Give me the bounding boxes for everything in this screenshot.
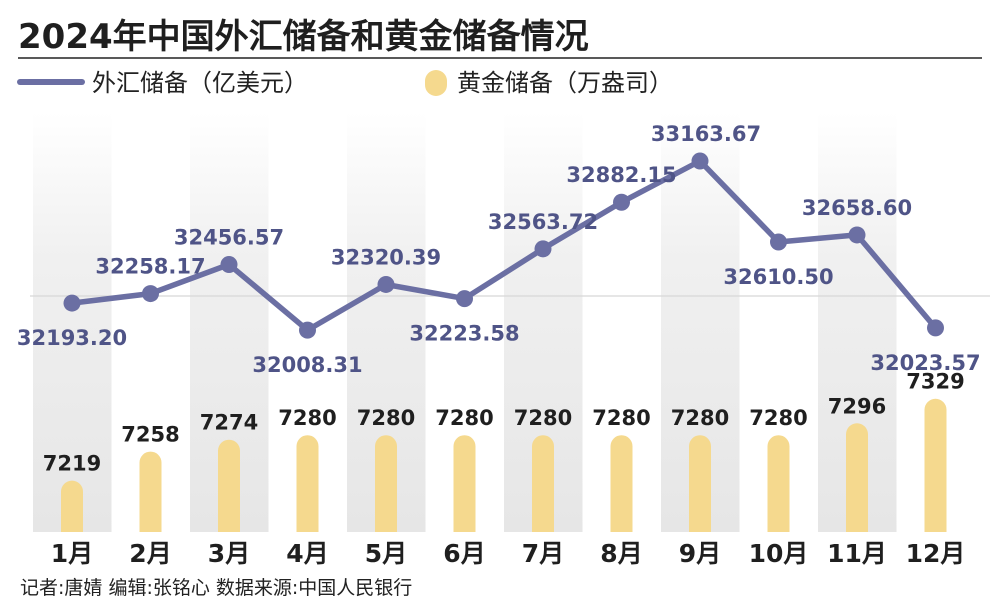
fx-value-label: 33163.67 bbox=[651, 122, 761, 146]
fx-point bbox=[456, 290, 473, 308]
fx-labels: 32193.20 32258.17 32456.57 32008.31 32320.39… bbox=[17, 122, 981, 377]
gold-value-label: 7280 bbox=[357, 406, 415, 430]
gold-bar bbox=[610, 435, 633, 532]
gold-bar bbox=[689, 435, 711, 532]
fx-value-label: 32008.31 bbox=[252, 353, 362, 377]
footer-credits: 记者:唐婧 编辑:张铭心 数据来源:中国人民银行 bbox=[20, 577, 412, 599]
gold-bar bbox=[61, 480, 83, 532]
gold-bar bbox=[139, 451, 162, 532]
gold-bar bbox=[375, 435, 397, 532]
fx-point bbox=[142, 285, 159, 303]
gold-value-label: 7280 bbox=[749, 406, 807, 430]
fx-point bbox=[377, 275, 395, 293]
month-tick-label: 11月 bbox=[827, 539, 887, 568]
fx-point bbox=[770, 233, 787, 251]
fx-series-line bbox=[69, 158, 939, 333]
chart-title: 2024年中国外汇储备和黄金储备情况 bbox=[18, 17, 589, 57]
gold-bars bbox=[61, 398, 947, 532]
gold-bar bbox=[296, 435, 319, 532]
gold-value-label: 7280 bbox=[435, 406, 493, 430]
fx-point bbox=[63, 294, 81, 312]
fx-value-label: 32610.50 bbox=[723, 265, 833, 289]
fx-point bbox=[691, 152, 709, 170]
gold-value-label: 7296 bbox=[828, 394, 886, 418]
month-tick-label: 9月 bbox=[679, 539, 721, 568]
gold-value-label: 7219 bbox=[43, 452, 101, 476]
gold-value-label: 7329 bbox=[906, 370, 964, 394]
gold-value-label: 7280 bbox=[592, 406, 650, 430]
gold-value-label: 7274 bbox=[200, 411, 258, 435]
gold-bar bbox=[767, 435, 790, 532]
fx-point bbox=[299, 321, 316, 339]
gold-labels: 7219 7258 7274 7280 7280 7280 7280 7280 7280 7280… bbox=[43, 370, 965, 476]
fx-point bbox=[220, 256, 238, 274]
fx-point bbox=[613, 193, 630, 211]
month-tick-label: 8月 bbox=[600, 539, 642, 568]
gold-bar bbox=[453, 435, 476, 532]
fx-point bbox=[848, 226, 866, 244]
fx-value-label: 32882.15 bbox=[566, 163, 676, 187]
fx-line bbox=[63, 152, 944, 339]
fx-value-label: 32223.58 bbox=[409, 322, 519, 346]
fx-value-label: 32456.57 bbox=[174, 226, 284, 250]
fx-value-label: 32023.57 bbox=[870, 351, 980, 375]
legend-bar-swatch bbox=[425, 70, 447, 96]
gold-bar bbox=[532, 435, 554, 532]
fx-value-label: 32193.20 bbox=[17, 326, 127, 350]
column-stripe bbox=[33, 112, 112, 532]
fx-value-label: 32258.17 bbox=[95, 255, 205, 279]
gold-value-label: 7280 bbox=[278, 406, 336, 430]
gold-value-label: 7280 bbox=[671, 406, 729, 430]
gold-bar bbox=[218, 439, 240, 532]
gold-bar bbox=[846, 423, 868, 532]
month-tick-label: 3月 bbox=[208, 539, 250, 568]
fx-point bbox=[927, 319, 944, 337]
fx-value-label: 32320.39 bbox=[331, 245, 441, 269]
month-tick-label: 12月 bbox=[906, 539, 966, 568]
month-tick-label: 1月 bbox=[51, 539, 93, 568]
month-tick-label: 5月 bbox=[365, 539, 407, 568]
legend-label-fx: 外汇储备（亿美元） bbox=[92, 69, 308, 97]
month-tick-label: 2月 bbox=[129, 539, 171, 568]
legend-label-gold: 黄金储备（万盎司） bbox=[457, 69, 673, 97]
month-tick-label: 6月 bbox=[443, 539, 485, 568]
fx-value-label: 32563.72 bbox=[488, 210, 598, 234]
month-tick-label: 10月 bbox=[749, 539, 809, 568]
legend: 外汇储备（亿美元） 黄金储备（万盎司） bbox=[17, 69, 673, 97]
gold-value-label: 7258 bbox=[121, 423, 179, 447]
gold-bar bbox=[924, 398, 947, 532]
month-tick-label: 7月 bbox=[522, 539, 564, 568]
gold-value-label: 7280 bbox=[514, 406, 572, 430]
fx-point bbox=[534, 240, 552, 258]
fx-value-label: 32658.60 bbox=[802, 196, 912, 220]
month-tick-label: 4月 bbox=[286, 539, 328, 568]
month-labels: 1月 2月 3月 4月 5月 6月 7月 8月 9月 10月 11月 12月 bbox=[51, 539, 966, 568]
